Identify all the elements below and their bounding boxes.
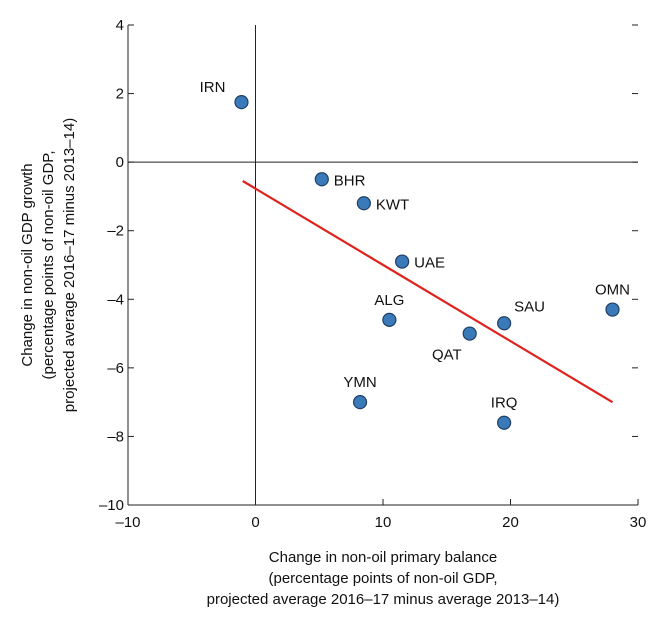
y-axis-title-line: Change in non-oil GDP growth	[19, 163, 36, 366]
y-tick-label: –2	[107, 223, 124, 240]
x-tick-label: –10	[115, 514, 140, 531]
data-point-ymn	[352, 395, 368, 410]
y-axis-title-line: projected average 2016–17 minus 2013–14)	[61, 118, 78, 412]
trend-line	[242, 180, 614, 404]
x-tick-label: 0	[251, 514, 259, 531]
data-point-bhr	[314, 172, 329, 187]
point-label-alg: ALG	[374, 292, 404, 309]
data-point-kwt	[356, 196, 371, 211]
data-points	[234, 95, 620, 430]
trend-line-group	[242, 180, 614, 404]
ticks: –10 –8 –6 –4 –2 0 2 4 –10 0 10 20 30	[99, 17, 646, 531]
point-labels: IRN BHR KWT UAE ALG SAU OMN QAT YMN IRQ	[200, 79, 630, 412]
y-tick-label: –8	[107, 428, 124, 445]
data-point-uae	[395, 254, 410, 269]
point-label-omn: OMN	[595, 282, 630, 299]
point-label-irn: IRN	[200, 79, 226, 96]
y-tick-label: –10	[99, 497, 124, 514]
x-tick-label: 10	[375, 514, 392, 531]
data-point-omn	[605, 302, 620, 317]
y-tick-label: 2	[116, 86, 124, 103]
x-axis-title-line: projected average 2016–17 minus average …	[207, 591, 560, 608]
data-point-sau	[497, 316, 512, 331]
data-point-alg	[382, 312, 397, 327]
point-label-ymn: YMN	[343, 374, 376, 391]
x-tick-label: 30	[630, 514, 647, 531]
y-tick-label: 4	[116, 17, 124, 34]
x-axis-title-line: Change in non-oil primary balance	[269, 549, 497, 566]
y-tick-label: –6	[107, 360, 124, 377]
point-label-bhr: BHR	[334, 172, 366, 189]
point-label-sau: SAU	[514, 298, 545, 315]
y-tick-label: –4	[107, 291, 124, 308]
axes	[127, 25, 638, 506]
data-point-irq	[497, 415, 512, 430]
axis-titles: Change in non-oil primary balance (percen…	[19, 118, 559, 608]
point-label-irq: IRQ	[491, 395, 518, 412]
data-point-qat	[462, 326, 477, 341]
y-tick-label: 0	[116, 154, 124, 171]
point-label-qat: QAT	[432, 347, 462, 364]
point-label-uae: UAE	[414, 255, 445, 272]
y-axis-title-line: (percentage points of non-oil GDP,	[40, 150, 57, 379]
data-point-irn	[234, 95, 249, 110]
x-tick-label: 20	[502, 514, 519, 531]
x-axis-title-line: (percentage points of non-oil GDP,	[268, 570, 497, 587]
point-label-kwt: KWT	[376, 196, 409, 213]
